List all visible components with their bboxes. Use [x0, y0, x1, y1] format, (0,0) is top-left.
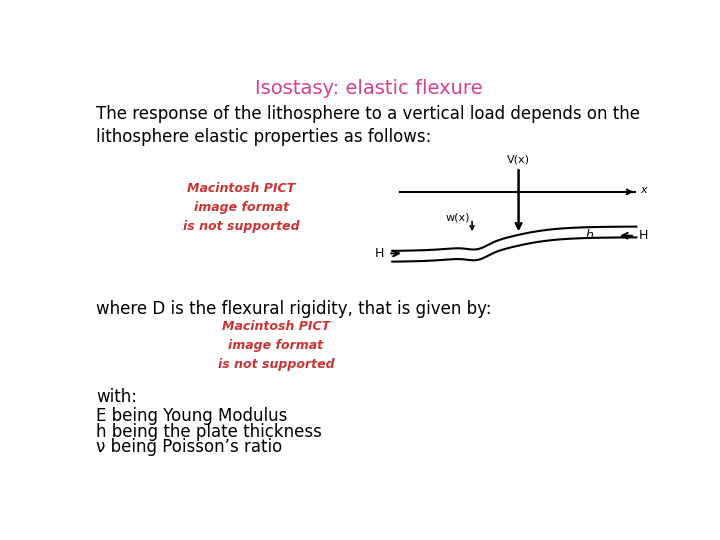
Text: Macintosh PICT
image format
is not supported: Macintosh PICT image format is not suppo… — [183, 182, 300, 233]
Text: E being Young Modulus: E being Young Modulus — [96, 408, 287, 426]
Text: with:: with: — [96, 388, 138, 406]
Text: h being the plate thickness: h being the plate thickness — [96, 423, 322, 441]
Text: H: H — [639, 230, 648, 242]
Text: The response of the lithosphere to a vertical load depends on the
lithosphere el: The response of the lithosphere to a ver… — [96, 105, 640, 146]
Text: V(x): V(x) — [507, 155, 530, 165]
Text: Macintosh PICT
image format
is not supported: Macintosh PICT image format is not suppo… — [217, 320, 334, 372]
Text: Isostasy: elastic flexure: Isostasy: elastic flexure — [255, 79, 483, 98]
Text: ν being Poisson’s ratio: ν being Poisson’s ratio — [96, 438, 282, 456]
Text: x: x — [640, 185, 647, 195]
Text: h: h — [586, 230, 594, 242]
Text: w(x): w(x) — [445, 212, 469, 222]
Text: where D is the flexural rigidity, that is given by:: where D is the flexural rigidity, that i… — [96, 300, 492, 318]
Text: H: H — [375, 247, 384, 260]
